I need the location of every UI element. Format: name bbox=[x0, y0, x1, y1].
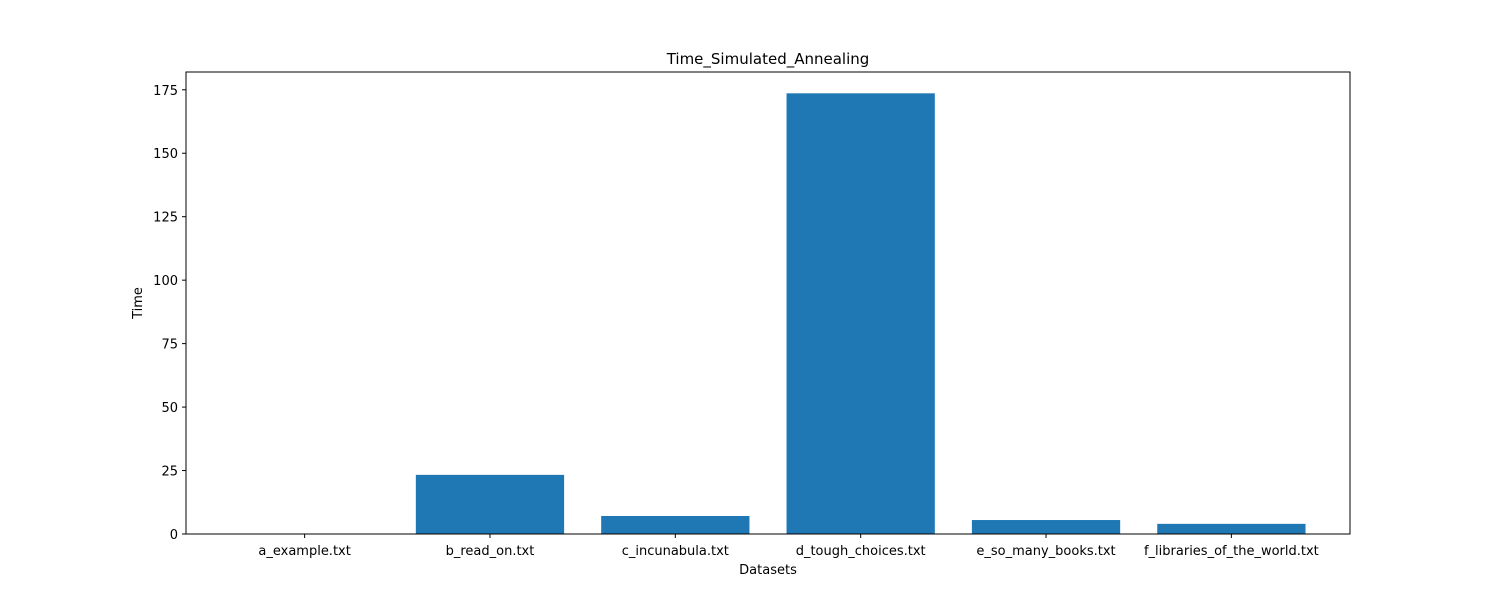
y-axis-label: Time bbox=[131, 287, 146, 320]
y-tick-label: 150 bbox=[153, 147, 178, 162]
x-tick-label: c_incunabula.txt bbox=[622, 544, 729, 559]
bar-b-read-on-txt bbox=[415, 474, 565, 534]
y-tick-label: 100 bbox=[153, 274, 178, 289]
bars-group bbox=[230, 93, 1306, 535]
x-tick-label: f_libraries_of_the_world.txt bbox=[1144, 544, 1319, 559]
bar-f-libraries-of-the-world-txt bbox=[1157, 523, 1306, 534]
x-tick-label: a_example.txt bbox=[258, 544, 350, 559]
y-tick-label: 50 bbox=[161, 401, 178, 416]
bar-d-tough-choices-txt bbox=[786, 93, 935, 535]
x-tick-label: b_read_on.txt bbox=[446, 544, 535, 559]
x-axis-label: Datasets bbox=[739, 563, 797, 578]
bar-c-incunabula-txt bbox=[601, 515, 750, 534]
y-tick-label: 175 bbox=[153, 84, 178, 99]
y-tick-label: 25 bbox=[161, 465, 178, 480]
y-tick-label: 125 bbox=[153, 211, 178, 226]
x-tick-label: d_tough_choices.txt bbox=[796, 544, 926, 559]
x-axis-ticks: a_example.txt b_read_on.txt c_incunabula.t… bbox=[258, 534, 1319, 559]
y-tick-label: 75 bbox=[161, 338, 178, 353]
bar-e-so-many-books-txt bbox=[971, 520, 1121, 534]
x-tick-label: e_so_many_books.txt bbox=[976, 544, 1115, 559]
chart-title: Time_Simulated_Annealing bbox=[666, 50, 870, 69]
y-axis-ticks: 0 25 50 75 100 125 150 175 bbox=[153, 84, 186, 543]
plot-frame bbox=[185, 71, 1351, 535]
y-tick-label: 0 bbox=[170, 528, 178, 543]
